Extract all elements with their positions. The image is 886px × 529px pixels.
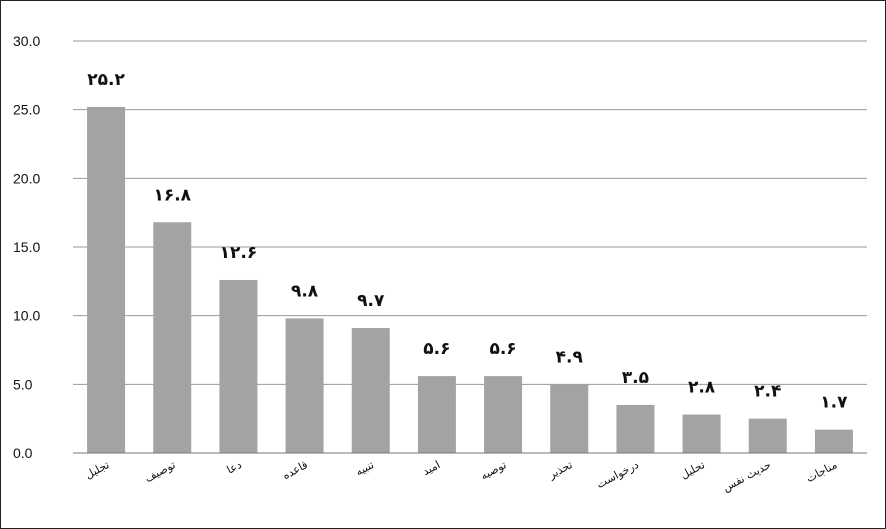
- y-tick-label: 0.0: [13, 445, 33, 461]
- x-category-label: تحذیر: [546, 458, 575, 482]
- bar: [417, 376, 456, 453]
- bar: [351, 328, 390, 453]
- y-tick-label: 30.0: [13, 33, 40, 49]
- x-axis-categories: تجلیل توصیف دعا قاعده تنبیه امید توصیه تحذیر درخ…: [83, 458, 840, 494]
- data-label: ۱۲.۶: [220, 243, 258, 263]
- data-label: ۹.۷: [357, 291, 385, 311]
- data-label: ۵.۶: [423, 339, 450, 359]
- bar: [153, 222, 192, 453]
- x-category-label: تحلیل: [678, 458, 707, 481]
- x-category-label: حدیث نفس: [721, 458, 774, 494]
- data-label: ۳.۵: [622, 368, 649, 388]
- x-category-label: تجلیل: [83, 458, 112, 481]
- x-category-label: توصیف: [143, 458, 178, 485]
- y-tick-label: 20.0: [13, 170, 40, 186]
- data-label: ۲۵.۲: [87, 70, 125, 90]
- bar: [219, 279, 258, 453]
- y-tick-label: 5.0: [13, 376, 33, 392]
- bars: [87, 106, 853, 454]
- y-tick-label: 15.0: [13, 239, 40, 255]
- y-tick-label: 10.0: [13, 308, 40, 324]
- data-label: ۲.۴: [754, 382, 781, 402]
- bar: [484, 376, 523, 453]
- data-label: ۴.۹: [556, 347, 584, 367]
- y-tick-label: 25.0: [13, 102, 40, 118]
- x-category-label: دعا: [225, 458, 244, 476]
- x-category-label: درخواست: [594, 458, 641, 491]
- bar: [550, 384, 589, 453]
- x-category-label: مناجات: [804, 458, 839, 485]
- x-category-label: توصیه: [478, 458, 508, 482]
- data-label: ۱۶.۸: [153, 185, 191, 205]
- x-category-label: قاعده: [280, 458, 310, 482]
- y-axis-ticks: 0.0 5.0 10.0 15.0 20.0 25.0 30.0: [13, 33, 40, 461]
- data-label: ۵.۶: [489, 339, 516, 359]
- x-category-label: تنبیه: [353, 458, 376, 478]
- bar: [285, 318, 324, 453]
- bar: [814, 429, 853, 453]
- data-label: ۱.۷: [820, 393, 848, 413]
- data-label: ۹.۸: [291, 281, 319, 301]
- x-category-label: امید: [420, 458, 442, 478]
- data-labels: ۲۵.۲ ۱۶.۸ ۱۲.۶ ۹.۸ ۹.۷ ۵.۶ ۵.۶ ۴.۹ ۳.۵ ۲.۸ ۲.۴ ۱.۷: [87, 70, 848, 413]
- bar: [616, 404, 655, 453]
- grid-lines: [73, 40, 867, 385]
- data-label: ۲.۸: [688, 378, 716, 398]
- bar: [682, 414, 721, 453]
- bar: [748, 418, 787, 453]
- bar: [87, 106, 126, 454]
